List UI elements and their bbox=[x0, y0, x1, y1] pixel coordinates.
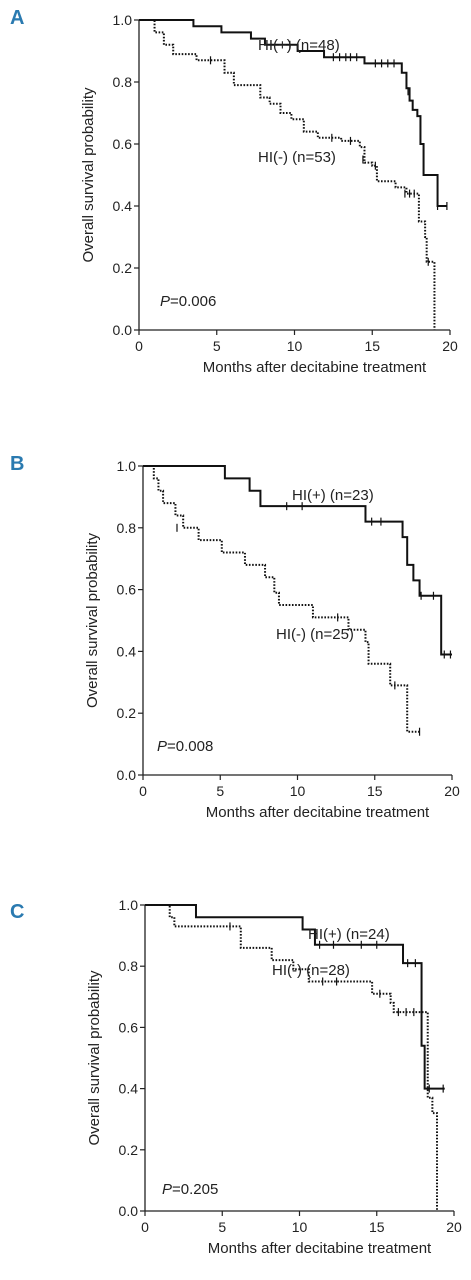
y-tick-label: 1.0 bbox=[117, 458, 137, 474]
p-value-symbol: P bbox=[162, 1181, 172, 1198]
series-label-hi-positive: HI(+) (n=48) bbox=[258, 37, 340, 54]
y-tick-label: 1.0 bbox=[119, 897, 139, 913]
series-label-hi-negative: HI(-) (n=53) bbox=[258, 149, 336, 166]
y-tick-label: 0.4 bbox=[113, 198, 133, 214]
panel-letter-c: C bbox=[10, 901, 24, 923]
survival-curve-hi-positive bbox=[139, 19, 447, 207]
x-tick-label: 10 bbox=[290, 783, 306, 799]
y-tick-label: 0.6 bbox=[117, 582, 137, 598]
y-tick-label: 0.4 bbox=[119, 1081, 139, 1097]
y-tick-label: 0.8 bbox=[113, 74, 133, 90]
y-tick-label: 0.2 bbox=[117, 705, 137, 721]
series-label-hi-negative: HI(-) (n=25) bbox=[276, 626, 354, 643]
panel-c: C 0.0 0.2 0.4 0.6 0.8 1.0 0 5 10 15 20 Months after… bbox=[10, 897, 462, 1257]
p-value-annotation: P=0.008 bbox=[157, 738, 213, 755]
y-tick-label: 0.2 bbox=[113, 260, 133, 276]
y-axis-title: Overall survival probability bbox=[84, 532, 101, 708]
panel-b: B 0.0 0.2 0.4 0.6 0.8 1.0 0 5 10 15 20 Months after… bbox=[10, 453, 460, 821]
x-tick-label: 20 bbox=[446, 1219, 462, 1235]
p-value-symbol: P bbox=[160, 293, 170, 310]
y-tick-label: 0.6 bbox=[119, 1019, 139, 1035]
y-axis-title: Overall survival probability bbox=[86, 970, 103, 1146]
x-tick-label: 5 bbox=[218, 1219, 226, 1235]
x-tick-label: 10 bbox=[292, 1219, 308, 1235]
x-tick-label: 0 bbox=[139, 783, 147, 799]
x-tick-label: 5 bbox=[216, 783, 224, 799]
p-value-annotation: P=0.205 bbox=[162, 1181, 218, 1198]
x-tick-label: 15 bbox=[364, 338, 380, 354]
panel-letter-a: A bbox=[10, 7, 24, 29]
y-tick-label: 0.8 bbox=[117, 520, 137, 536]
survival-curve-hi-negative bbox=[143, 465, 422, 733]
series-label-hi-positive: HI(+) (n=23) bbox=[292, 487, 374, 504]
y-tick-label: 0.0 bbox=[119, 1203, 139, 1219]
p-value-number: =0.006 bbox=[170, 293, 216, 310]
y-tick-label: 0.2 bbox=[119, 1142, 139, 1158]
x-tick-label: 15 bbox=[367, 783, 383, 799]
p-value-annotation: P=0.006 bbox=[160, 293, 216, 310]
y-tick-label: 0.0 bbox=[117, 767, 137, 783]
y-tick-label: 0.0 bbox=[113, 322, 133, 338]
x-axis-title: Months after decitabine treatment bbox=[203, 359, 427, 376]
survival-curve-hi-positive bbox=[143, 465, 452, 656]
p-value-number: =0.205 bbox=[172, 1181, 218, 1198]
x-axis-title: Months after decitabine treatment bbox=[206, 804, 430, 821]
survival-curve-hi-negative bbox=[145, 904, 439, 1211]
x-tick-label: 10 bbox=[287, 338, 303, 354]
x-tick-label: 15 bbox=[369, 1219, 385, 1235]
p-value-number: =0.008 bbox=[167, 738, 213, 755]
panel-letter-b: B bbox=[10, 453, 24, 475]
y-tick-label: 0.4 bbox=[117, 643, 137, 659]
x-tick-label: 20 bbox=[442, 338, 458, 354]
x-tick-label: 0 bbox=[141, 1219, 149, 1235]
panel-a: A 0.0 0.2 0.4 0.6 0.8 1.0 0 5 10 15 20 Months after… bbox=[10, 7, 458, 376]
survival-curve-hi-negative bbox=[139, 19, 436, 330]
y-tick-label: 0.6 bbox=[113, 136, 133, 152]
x-tick-label: 20 bbox=[444, 783, 460, 799]
series-label-hi-positive: HI(+) (n=24) bbox=[308, 926, 390, 943]
y-tick-label: 0.8 bbox=[119, 958, 139, 974]
x-axis-title: Months after decitabine treatment bbox=[208, 1240, 432, 1257]
y-axis-title: Overall survival probability bbox=[80, 87, 97, 263]
x-tick-label: 5 bbox=[213, 338, 221, 354]
x-tick-label: 0 bbox=[135, 338, 143, 354]
y-tick-label: 1.0 bbox=[113, 12, 133, 28]
series-label-hi-negative: HI(-) (n=28) bbox=[272, 962, 350, 979]
p-value-symbol: P bbox=[157, 738, 167, 755]
survival-curve-hi-positive bbox=[145, 904, 445, 1090]
